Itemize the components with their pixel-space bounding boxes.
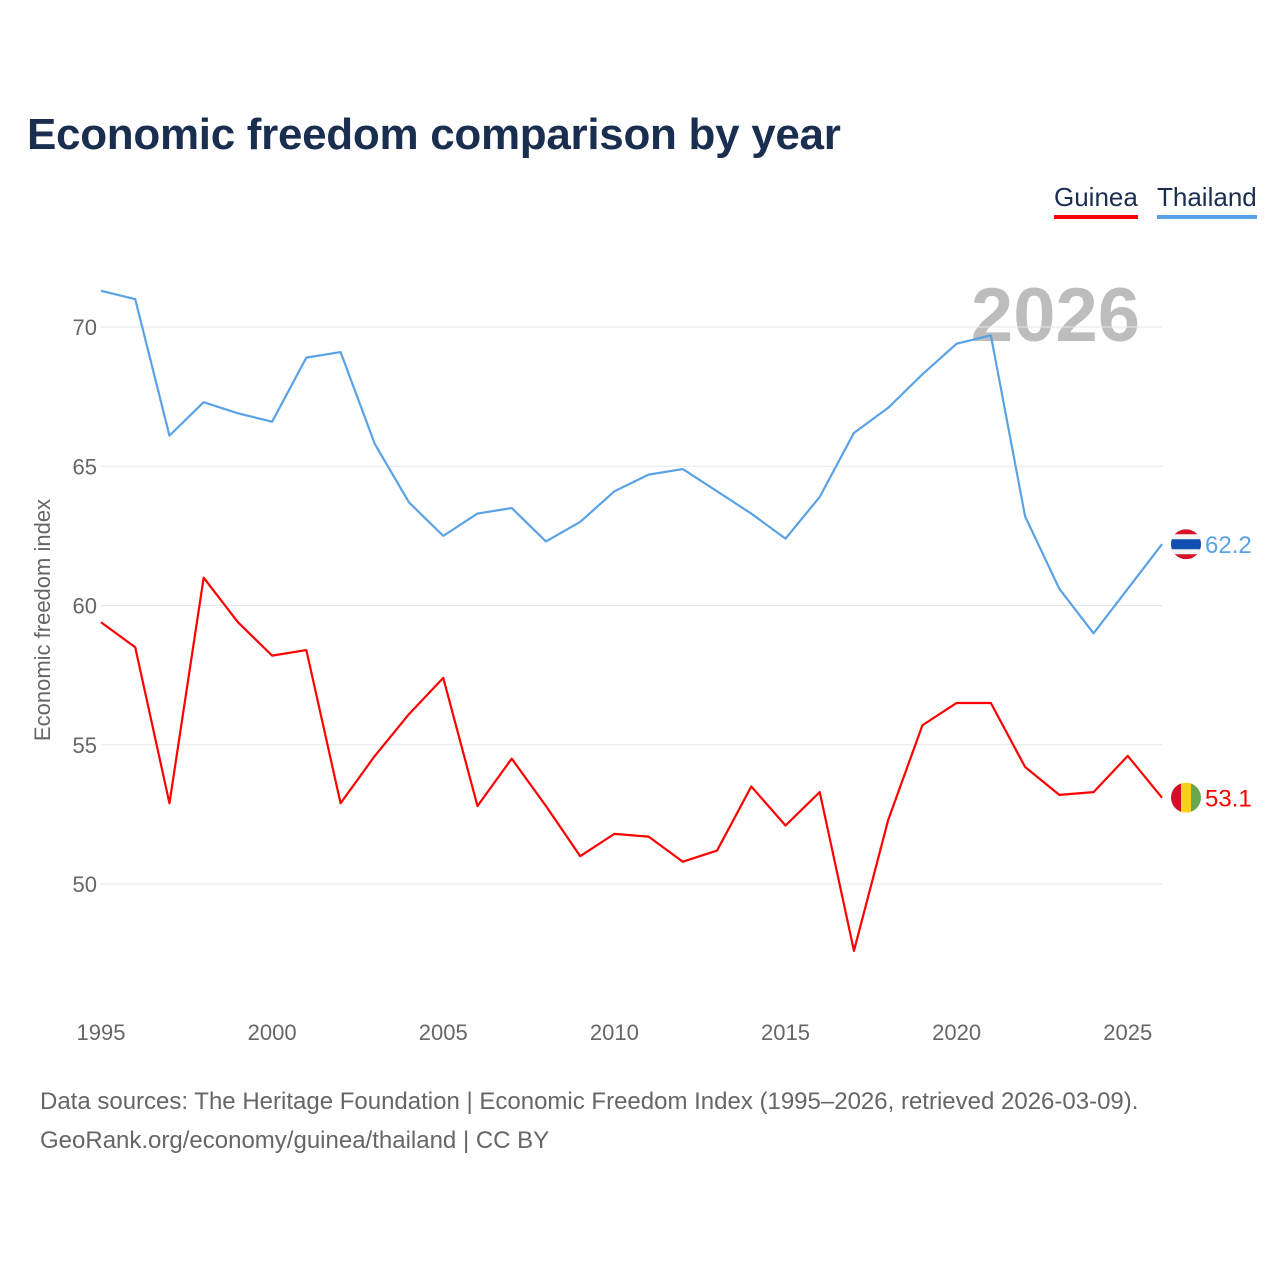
y-tick-label: 70: [73, 315, 97, 340]
year-watermark: 2026: [971, 273, 1140, 358]
y-tick-label: 55: [73, 733, 97, 758]
x-tick-label: 2010: [590, 1020, 639, 1045]
guinea-flag-icon: [1171, 782, 1201, 813]
x-tick-label: 2005: [419, 1020, 468, 1045]
x-tick-label: 2020: [932, 1020, 981, 1045]
end-value-label-thailand: 62.2: [1205, 532, 1252, 559]
thailand-flag-icon: [1171, 529, 1201, 560]
source-text: Data sources: The Heritage Foundation | …: [40, 1088, 1139, 1115]
x-tick-label: 2000: [248, 1020, 297, 1045]
y-tick-label: 60: [73, 594, 97, 619]
series-line-guinea: [100, 576, 1163, 952]
legend-guinea[interactable]: Guinea: [1054, 182, 1138, 219]
end-value-label-guinea: 53.1: [1205, 786, 1252, 813]
series-line-thailand: [100, 289, 1163, 635]
y-tick-label: 65: [73, 454, 97, 479]
y-axis-label: Economic freedom index: [30, 499, 55, 741]
legend-thailand[interactable]: Thailand: [1157, 182, 1257, 219]
x-tick-label: 2015: [761, 1020, 810, 1045]
chart-title: Economic freedom comparison by year: [27, 110, 841, 159]
y-tick-label: 50: [73, 872, 97, 897]
x-tick-label: 2025: [1103, 1020, 1152, 1045]
x-tick-label: 1995: [77, 1020, 126, 1045]
source-link[interactable]: GeoRank.org/economy/guinea/thailand | CC…: [40, 1127, 550, 1154]
